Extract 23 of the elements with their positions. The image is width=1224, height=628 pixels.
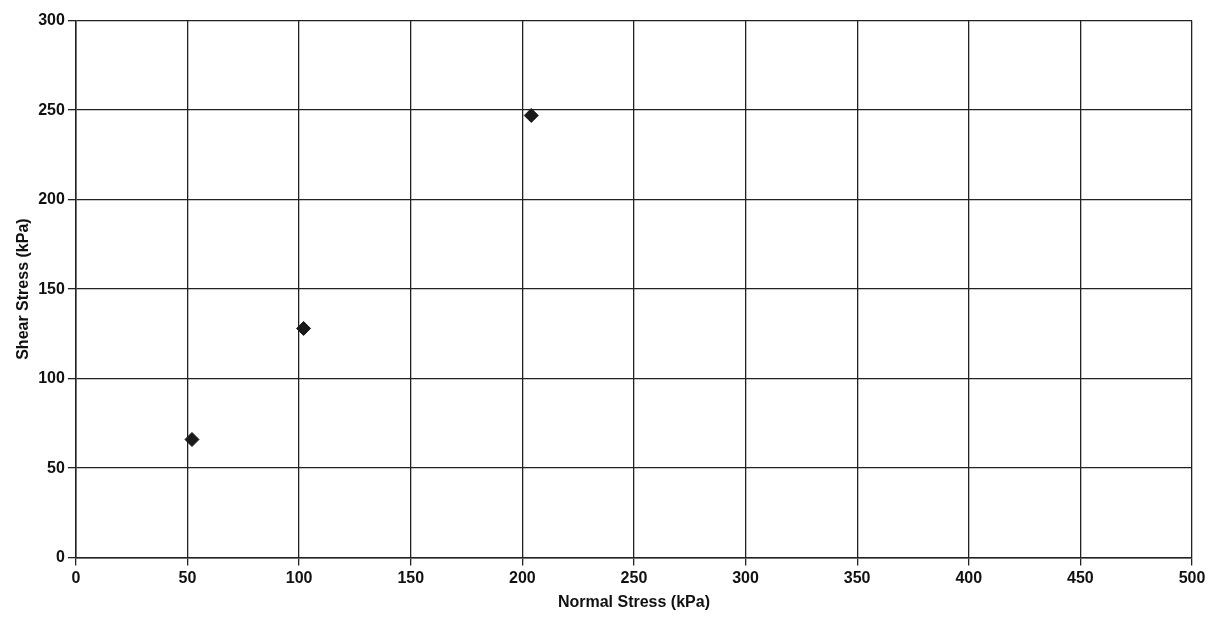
x-tick-label: 500 (1178, 568, 1206, 586)
x-tick-label: 350 (843, 568, 871, 586)
y-axis-title: Shear Stress (kPa) (14, 218, 32, 360)
x-tick-label: 200 (508, 568, 536, 586)
x-tick-label: 150 (397, 568, 425, 586)
x-tick-label: 300 (732, 568, 759, 586)
x-tick-label: 50 (178, 568, 197, 586)
x-tick-label: 450 (1067, 568, 1094, 586)
y-tick-label: 100 (38, 369, 65, 387)
x-axis-title: Normal Stress (kPa) (557, 592, 710, 610)
y-tick-label: 300 (38, 11, 65, 29)
x-tick-label: 250 (620, 568, 648, 586)
x-tick-label: 400 (955, 568, 983, 586)
y-tick-label: 50 (47, 458, 65, 476)
point (296, 320, 312, 336)
y-tick-label: 200 (38, 190, 65, 208)
x-tick-label: 100 (285, 568, 313, 586)
y-tick-label: 150 (38, 279, 65, 297)
y-tick-label: 0 (55, 548, 65, 566)
y-tick-label: 250 (38, 100, 65, 118)
x-tick-label: 0 (71, 568, 81, 586)
point (523, 107, 539, 123)
point (184, 431, 200, 447)
